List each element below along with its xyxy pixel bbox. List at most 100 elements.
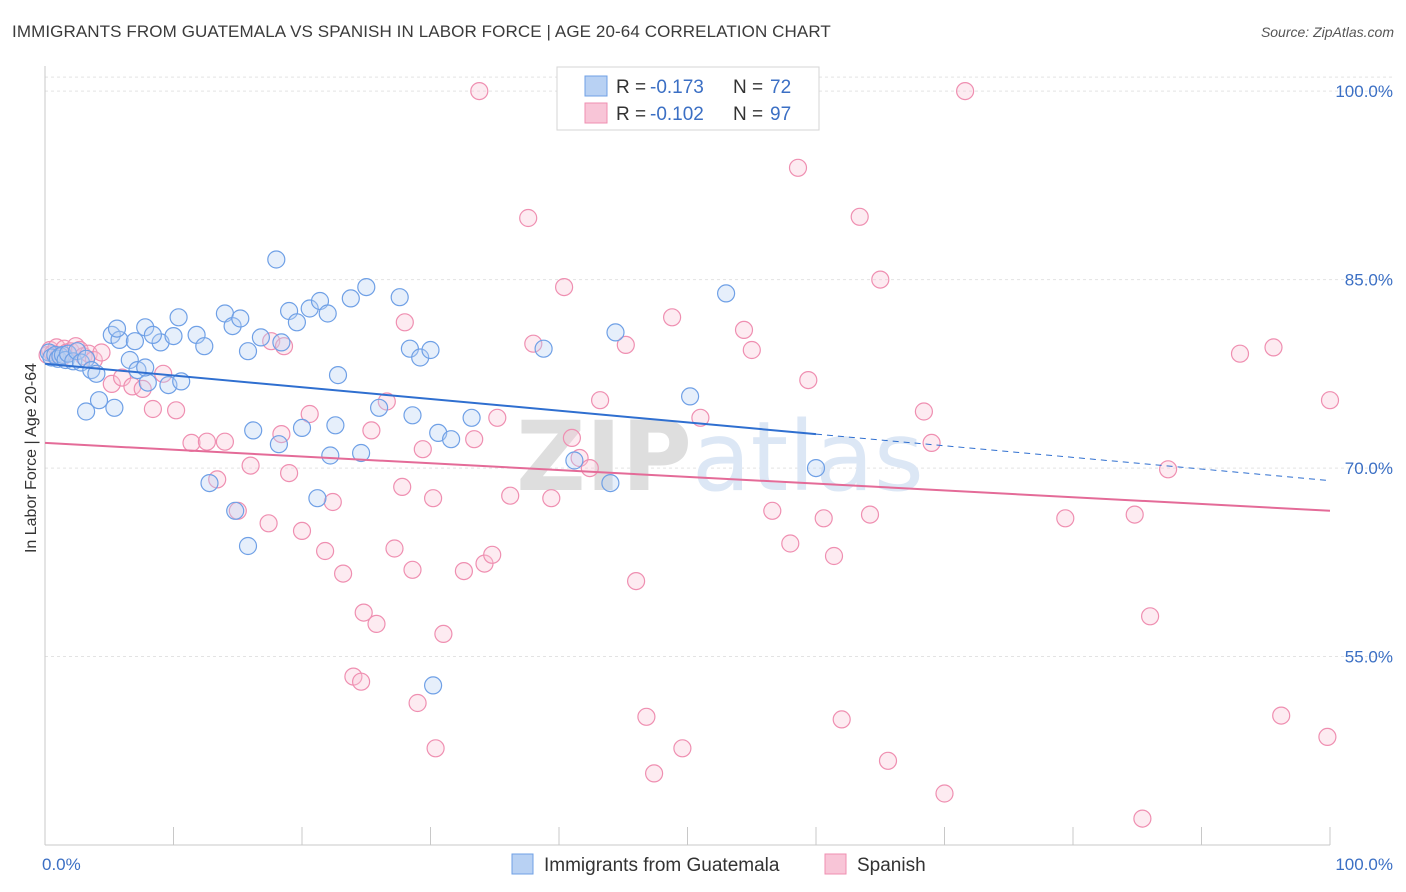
y-tick-label-3: 100.0% — [1335, 82, 1393, 101]
guatemala-point-31 — [231, 309, 250, 328]
guatemala-point-61 — [267, 250, 286, 269]
spanish-point-67 — [742, 340, 761, 360]
spanish-point-100 — [408, 693, 427, 713]
spanish-point-54 — [554, 278, 574, 297]
y-tick-label-2: 85.0% — [1345, 271, 1393, 290]
spanish-point-94 — [1272, 706, 1291, 725]
spanish-point-92 — [1230, 344, 1250, 363]
spanish-point-86 — [470, 81, 489, 101]
guatemala-point-70 — [565, 451, 584, 470]
legend-r-label-2: R = — [616, 104, 646, 125]
guatemala-point-51 — [352, 443, 371, 463]
spanish-point-34 — [323, 492, 342, 512]
legend-swatch-spanish — [584, 102, 608, 124]
spanish-point-37 — [362, 421, 381, 440]
legend-swatch-guatemala — [584, 75, 608, 97]
spanish-point-28 — [259, 514, 278, 533]
grid-lines — [45, 76, 1393, 658]
legend-n-value-1: 72 — [770, 77, 791, 98]
trend-lines — [44, 362, 1331, 512]
source-label: Source: ZipAtlas.com — [1260, 24, 1394, 40]
bottom-legend-label-spanish: Spanish — [857, 855, 926, 876]
guatemala-point-62 — [169, 308, 188, 327]
spanish-point-71 — [799, 371, 818, 390]
y-tick-label-0: 55.0% — [1345, 648, 1393, 667]
guatemala-point-34 — [272, 333, 291, 352]
spanish-point-51 — [519, 208, 538, 228]
guatemala-point-22 — [125, 332, 144, 351]
spanish-point-52 — [524, 334, 543, 353]
guatemala-point-33 — [251, 328, 270, 347]
spanish-point-53 — [542, 489, 561, 508]
guatemala-point-71 — [601, 474, 620, 493]
spanish-point-66 — [734, 320, 754, 339]
guatemala-point-15 — [110, 330, 129, 349]
chart-title: IMMIGRANTS FROM GUATEMALA VS SPANISH IN … — [12, 22, 831, 41]
spanish-point-27 — [241, 456, 260, 475]
axes — [44, 66, 1331, 846]
spanish-point-89 — [1140, 607, 1160, 626]
watermark-atlas: atlas — [692, 401, 924, 513]
y-axis-title: In Labor Force | Age 20-64 — [23, 363, 40, 553]
guatemala-point-36 — [287, 313, 306, 332]
guatemala-point-75 — [716, 284, 736, 303]
spanish-point-41 — [403, 560, 422, 579]
guatemala-point-41 — [341, 289, 360, 308]
guatemala-point-57 — [244, 421, 263, 440]
legend-n-label-1: N = — [733, 77, 763, 98]
legend-r-value-2: -0.102 — [650, 104, 704, 125]
guatemala-point-52 — [321, 446, 340, 465]
spanish-point-40 — [393, 477, 412, 496]
guatemala-point-72 — [606, 323, 625, 342]
guatemala-trend-extension — [815, 433, 1331, 482]
spanish-point-44 — [434, 624, 453, 644]
spanish-point-46 — [465, 430, 484, 449]
spanish-point-99 — [367, 614, 386, 634]
spanish-point-87 — [1056, 509, 1075, 528]
guatemala-point-21 — [107, 319, 127, 338]
spanish-point-79 — [914, 402, 934, 421]
legend-n-value-2: 97 — [770, 104, 791, 125]
legend-r-value-1: -0.173 — [650, 77, 704, 98]
guatemala-point-42 — [357, 278, 376, 297]
spanish-point-95 — [1318, 727, 1337, 747]
spanish-point-39 — [385, 539, 404, 558]
spanish-point-88 — [1125, 505, 1144, 524]
guatemala-point-30 — [223, 317, 242, 336]
guatemala-point-32 — [238, 342, 258, 361]
guatemala-point-43 — [390, 288, 409, 307]
guatemala-point-47 — [370, 398, 389, 417]
spanish-point-58 — [590, 391, 610, 410]
spanish-point-96 — [1320, 391, 1340, 410]
guatemala-point-65 — [89, 391, 109, 410]
spanish-point-74 — [832, 710, 851, 729]
spanish-point-15 — [102, 374, 121, 393]
spanish-point-61 — [637, 707, 656, 726]
spanish-point-49 — [488, 408, 507, 427]
spanish-point-35 — [334, 564, 353, 583]
spanish-point-43 — [424, 489, 443, 508]
spanish-trend-line — [44, 441, 1331, 512]
bottom-legend-swatch-guatemala — [511, 853, 534, 875]
guatemala-point-25 — [164, 327, 183, 346]
spanish-point-70 — [788, 158, 808, 177]
spanish-point-25 — [215, 432, 234, 451]
guatemala-point-18 — [138, 373, 157, 392]
spanish-point-93 — [1264, 338, 1283, 357]
spanish-point-69 — [781, 534, 800, 553]
y-tick-label-1: 70.0% — [1345, 459, 1393, 478]
spanish-point-83 — [395, 313, 414, 332]
spanish-point-23 — [197, 432, 216, 451]
spanish-point-64 — [673, 739, 692, 758]
guatemala-trend-line — [44, 362, 817, 436]
guatemala-points — [39, 79, 826, 695]
spanish-point-31 — [292, 521, 312, 541]
x-tick-labels: 0.0% 100.0% — [42, 855, 1393, 874]
spanish-point-73 — [824, 546, 844, 566]
spanish-point-22 — [182, 433, 201, 452]
guatemala-point-68 — [462, 408, 481, 427]
guatemala-point-59 — [226, 501, 245, 520]
guatemala-point-76 — [806, 459, 826, 478]
guatemala-point-60 — [238, 536, 258, 556]
guatemala-point-64 — [105, 398, 124, 417]
